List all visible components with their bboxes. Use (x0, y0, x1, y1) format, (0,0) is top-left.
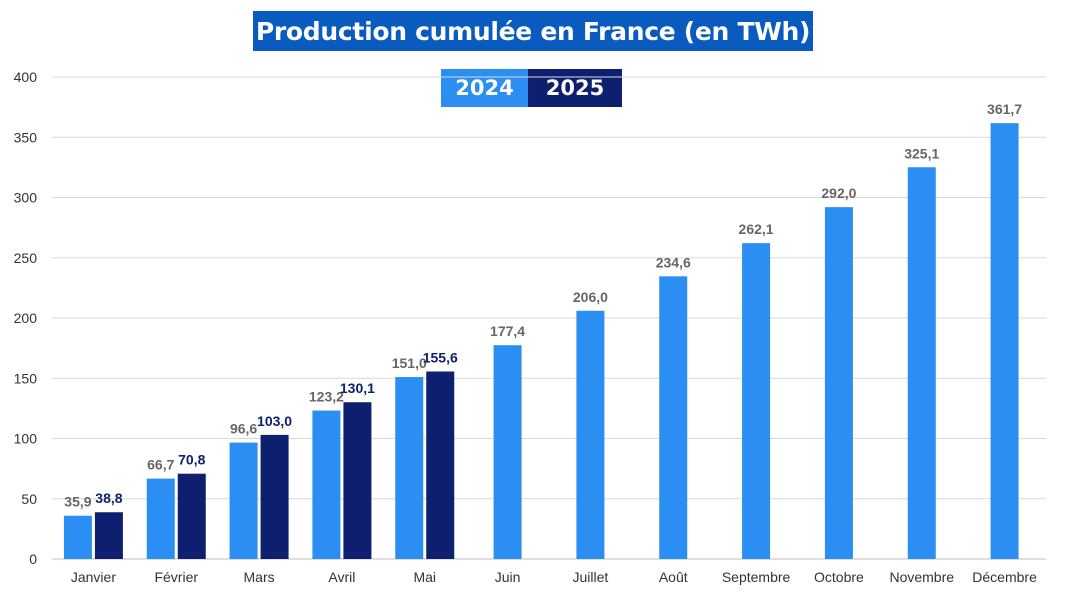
legend: 2024 2025 (441, 69, 622, 107)
y-tick-label: 100 (14, 431, 38, 447)
bar-2024-Juin (493, 345, 522, 559)
data-label: 206,0 (573, 289, 608, 305)
data-label: 361,7 (987, 101, 1022, 117)
data-label: 262,1 (739, 221, 774, 237)
x-tick-label: Septembre (722, 569, 791, 585)
bar-2024-Avril (312, 410, 341, 559)
x-tick-label: Août (659, 569, 688, 585)
y-tick-label: 200 (14, 310, 38, 326)
bar-2024-Août (659, 276, 688, 559)
y-tick-label: 50 (21, 491, 37, 507)
bar-2024-Octobre (824, 207, 853, 559)
y-tick-label: 400 (14, 69, 38, 85)
x-tick-label: Octobre (814, 569, 864, 585)
bar-2025-Janvier (94, 512, 123, 559)
data-label: 177,4 (490, 323, 525, 339)
x-tick-label: Novembre (889, 569, 954, 585)
bar-2024-Mars (229, 442, 258, 559)
x-tick-label: Avril (328, 569, 355, 585)
bar-2025-Février (177, 473, 206, 559)
data-label: 38,8 (95, 490, 122, 506)
x-tick-label: Février (154, 569, 198, 585)
data-label: 151,0 (392, 355, 427, 371)
data-label: 292,0 (821, 185, 856, 201)
data-label: 70,8 (178, 452, 205, 468)
data-label: 123,2 (309, 389, 344, 405)
bar-2025-Mai (426, 371, 455, 559)
chart-title: Production cumulée en France (en TWh) (253, 11, 813, 51)
data-label: 66,7 (147, 457, 174, 473)
data-label: 96,6 (230, 421, 257, 437)
bar-2024-Mai (395, 377, 424, 559)
y-tick-label: 350 (14, 129, 38, 145)
x-tick-label: Mars (244, 569, 275, 585)
bar-2024-Septembre (742, 243, 771, 559)
data-label: 234,6 (656, 254, 691, 270)
legend-item-2025: 2025 (528, 69, 622, 107)
y-tick-label: 300 (14, 190, 38, 206)
y-tick-label: 150 (14, 370, 38, 386)
data-label: 103,0 (257, 413, 292, 429)
bar-2024-Janvier (63, 515, 92, 559)
data-label: 130,1 (340, 380, 375, 396)
bar-2024-Juillet (576, 310, 605, 559)
bar-2024-Février (146, 478, 175, 559)
bar-2025-Avril (343, 402, 372, 559)
x-tick-label: Décembre (972, 569, 1037, 585)
x-tick-label: Juin (495, 569, 521, 585)
data-label: 35,9 (64, 494, 91, 510)
x-tick-label: Janvier (71, 569, 116, 585)
data-label: 155,6 (423, 350, 458, 366)
bar-2024-Novembre (907, 167, 936, 559)
x-tick-label: Juillet (573, 569, 609, 585)
y-tick-label: 250 (14, 250, 38, 266)
bar-2024-Décembre (990, 123, 1019, 560)
legend-item-2024: 2024 (441, 69, 528, 107)
y-tick-label: 0 (29, 551, 37, 567)
data-label: 325,1 (904, 145, 939, 161)
bar-2025-Mars (260, 434, 289, 559)
x-tick-label: Mai (413, 569, 436, 585)
